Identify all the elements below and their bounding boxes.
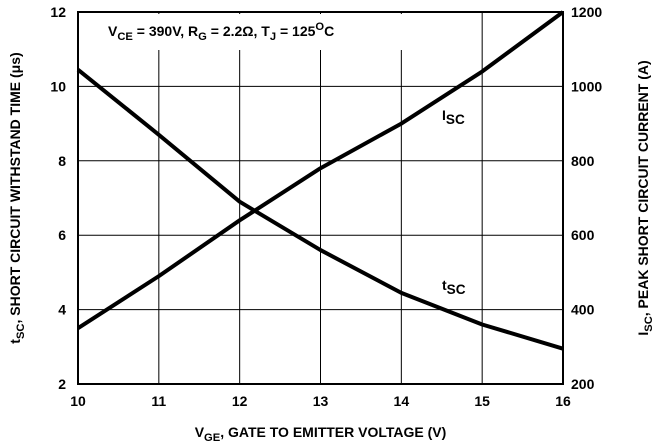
- annotation-part: = 125: [276, 23, 316, 39]
- x-axis-label: VGE, GATE TO EMITTER VOLTAGE (V): [195, 424, 447, 444]
- x-tick-label: 11: [151, 393, 166, 409]
- x-axis-label-part: GE: [204, 432, 221, 444]
- y2-tick-label: 600: [571, 227, 595, 243]
- y-tick-label: 6: [58, 227, 66, 243]
- x-axis-label-part: , GATE TO EMITTER VOLTAGE (V): [220, 424, 446, 440]
- y2-axis-label-part: SC: [643, 316, 655, 332]
- series-label-part: t: [442, 277, 447, 293]
- annotation-part: = 390V, R: [133, 23, 198, 39]
- y-axis-label: tSC, SHORT CIRCUIT WITHSTAND TIME (μs): [7, 52, 27, 343]
- y2-tick-label: 1000: [571, 78, 602, 94]
- annotation-part: V: [108, 23, 118, 39]
- y-tick-label: 8: [58, 153, 66, 169]
- y2-axis-label-part: I: [635, 332, 651, 336]
- y-axis-label-part: SC: [15, 323, 27, 339]
- y2-axis-label-part: , PEAK SHORT CIRCUIT CURRENT (A): [635, 60, 651, 316]
- y-axis-label-part: t: [7, 339, 23, 344]
- annotation: VCE = 390V, RG = 2.2Ω, TJ = 125OC: [108, 21, 334, 43]
- x-axis-label-part: V: [195, 424, 205, 440]
- y2-tick-label: 1200: [571, 4, 602, 20]
- y2-tick-label: 400: [571, 302, 595, 318]
- annotation-part: O: [315, 21, 324, 33]
- series-line: [76, 68, 564, 351]
- y-tick-label: 10: [50, 78, 66, 94]
- series-line: [76, 10, 565, 330]
- series-label-part: SC: [446, 112, 465, 127]
- series-label-part: I: [442, 107, 446, 123]
- y-axis-label-part: , SHORT CIRCUIT WITHSTAND TIME (μs): [7, 52, 23, 323]
- y-tick-label: 12: [50, 4, 66, 20]
- annotation-part: G: [198, 31, 207, 43]
- x-tick-label: 13: [313, 393, 329, 409]
- x-tick-label: 12: [232, 393, 248, 409]
- annotation-part: J: [270, 31, 276, 43]
- annotation-part: C: [324, 23, 334, 39]
- annotation-background: [96, 14, 414, 50]
- series-label-part: SC: [447, 282, 466, 297]
- annotation-part: = 2.2Ω, T: [207, 23, 270, 39]
- annotation-part: CE: [117, 31, 133, 43]
- series-label: tSC: [442, 277, 466, 297]
- y2-tick-label: 200: [571, 376, 595, 392]
- y-tick-label: 4: [58, 302, 66, 318]
- x-tick-label: 14: [394, 393, 410, 409]
- x-tick-label: 10: [70, 393, 86, 409]
- y-tick-label: 2: [58, 376, 66, 392]
- x-tick-label: 15: [474, 393, 490, 409]
- series-label: ISC: [442, 107, 465, 127]
- y2-axis-label: ISC, PEAK SHORT CIRCUIT CURRENT (A): [635, 60, 655, 335]
- plot-frame: [77, 11, 564, 385]
- y2-tick-label: 800: [571, 153, 595, 169]
- x-tick-label: 16: [555, 393, 571, 409]
